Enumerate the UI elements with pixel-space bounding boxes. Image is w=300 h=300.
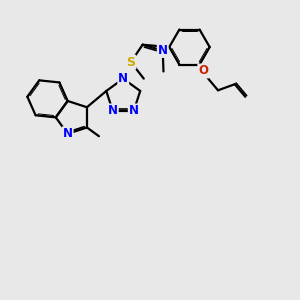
Text: N: N bbox=[108, 104, 118, 117]
Text: N: N bbox=[63, 127, 73, 140]
Text: O: O bbox=[198, 64, 208, 77]
Text: N: N bbox=[118, 72, 128, 85]
Text: N: N bbox=[129, 104, 139, 117]
Text: S: S bbox=[126, 56, 135, 69]
Text: N: N bbox=[158, 44, 168, 57]
